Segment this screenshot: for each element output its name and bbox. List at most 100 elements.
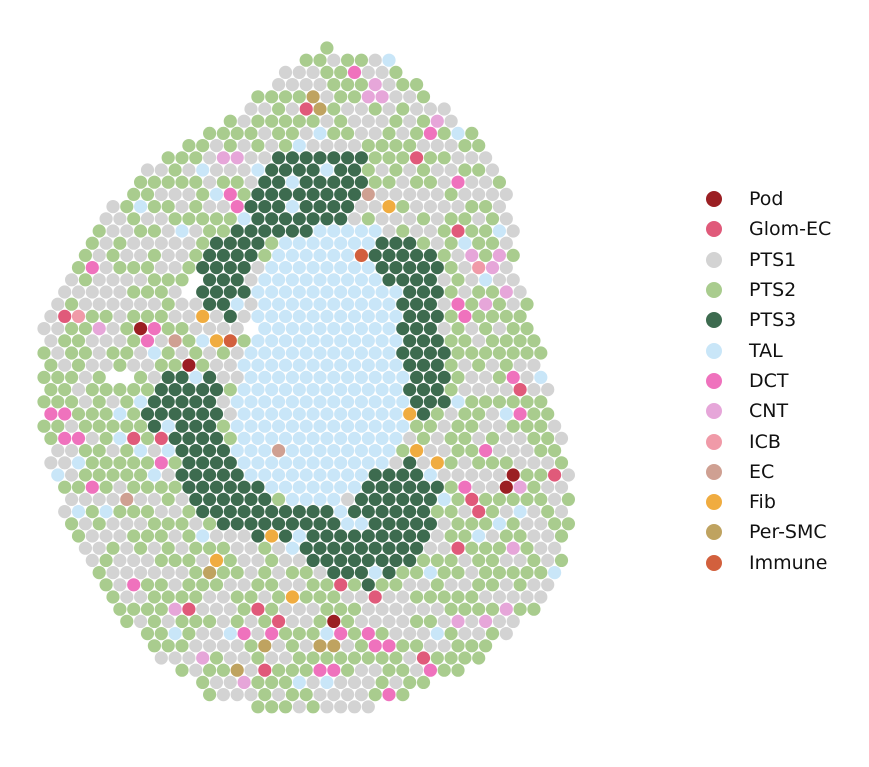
spot-pts3	[175, 395, 189, 409]
spot-pts1	[58, 456, 72, 470]
spot-pts3	[272, 151, 286, 165]
legend-item: PTS2	[706, 275, 831, 305]
spot-pts2	[113, 358, 127, 372]
spot-pts1	[113, 480, 127, 494]
spot-pts3	[410, 395, 424, 409]
spot-tal	[285, 273, 299, 287]
spot-pts1	[244, 614, 258, 629]
spot-cnt	[479, 614, 493, 629]
spot-tal	[258, 419, 272, 433]
spot-tal	[341, 297, 355, 311]
spot-tal	[341, 370, 355, 384]
spot-pts1	[209, 675, 224, 690]
spot-pts2	[113, 383, 127, 397]
spot-pts3	[285, 224, 299, 238]
spot-pts3	[161, 395, 175, 409]
legend-item: DCT	[706, 366, 831, 396]
spot-pts3	[292, 187, 306, 201]
spot-tal	[209, 187, 224, 201]
spot-pts2	[106, 419, 120, 433]
spot-pts3	[423, 370, 437, 384]
spot-pts2	[492, 492, 506, 506]
spot-pts1	[382, 224, 396, 238]
spot-pts3	[265, 212, 279, 226]
spot-pts3	[216, 273, 230, 287]
spot-pts3	[354, 541, 368, 555]
spot-pts1	[492, 468, 506, 482]
spot-pts2	[313, 590, 327, 604]
spot-pts2	[140, 505, 155, 519]
spot-tal	[354, 297, 368, 311]
spot-tal	[548, 566, 562, 580]
spot-pts2	[161, 517, 175, 531]
spot-pts1	[147, 566, 161, 580]
spot-pts2	[292, 90, 306, 104]
spot-pts1	[196, 553, 210, 568]
spot-tal	[230, 419, 244, 433]
spot-pts2	[168, 553, 182, 568]
spot-tal	[285, 297, 299, 311]
spot-pts3	[437, 395, 451, 409]
spot-tal	[285, 419, 299, 433]
spot-pts1	[458, 578, 472, 592]
spot-tal	[285, 200, 299, 214]
spot-tal	[313, 322, 327, 336]
spot-pts1	[175, 297, 189, 311]
spot-pts2	[513, 309, 527, 323]
spot-tal	[347, 456, 362, 470]
spot-pts3	[403, 529, 417, 543]
spot-pts1	[465, 468, 479, 482]
spot-pts1	[216, 200, 230, 214]
spot-pts2	[71, 529, 86, 543]
spot-pts3	[423, 322, 437, 336]
spot-pts1	[499, 212, 513, 226]
spot-pts2	[506, 346, 520, 360]
spot-pts3	[382, 468, 396, 482]
spot-tal	[492, 517, 506, 531]
spot-pts2	[216, 566, 230, 580]
spot-pts3	[410, 468, 424, 482]
spot-pts1	[465, 614, 479, 629]
spot-pts3	[230, 517, 244, 531]
spot-pts1	[465, 322, 479, 336]
spot-pts3	[368, 492, 382, 506]
spot-pts3	[423, 248, 437, 262]
spot-cnt	[168, 602, 182, 616]
spot-pts1	[437, 297, 451, 311]
spot-tal	[375, 309, 389, 323]
spot-tal	[361, 309, 375, 323]
spot-pts1	[403, 187, 417, 201]
spot-pts1	[58, 505, 72, 519]
spot-pts2	[113, 602, 127, 616]
spot-pts2	[554, 456, 569, 470]
spot-fib	[410, 444, 424, 458]
spot-fib	[209, 334, 224, 348]
spot-pts1	[106, 492, 120, 506]
spot-pts1	[175, 200, 189, 214]
spot-pts3	[396, 541, 410, 555]
spot-pts1	[506, 224, 520, 238]
spot-pts1	[499, 236, 513, 250]
spot-pts2	[334, 114, 348, 128]
spot-pts1	[506, 444, 520, 458]
spot-pts2	[120, 444, 134, 458]
spot-pts2	[216, 126, 230, 140]
spot-pts3	[341, 541, 355, 555]
spot-pts1	[472, 383, 486, 397]
spot-pts1	[216, 614, 230, 629]
spot-pts1	[244, 273, 258, 287]
spot-pts1	[278, 553, 293, 568]
spot-pts2	[389, 578, 403, 592]
spot-pts3	[299, 517, 313, 531]
spot-cnt	[375, 90, 389, 104]
spot-glom-ec	[416, 651, 431, 665]
spot-pts2	[85, 456, 99, 470]
spot-pts1	[375, 65, 389, 79]
spot-pts2	[485, 505, 500, 519]
spot-pts2	[416, 114, 431, 128]
spot-pts3	[341, 151, 355, 165]
spot-pts3	[416, 383, 431, 397]
spot-pts2	[430, 407, 444, 421]
spot-pts1	[161, 224, 175, 238]
spot-pts2	[175, 614, 189, 629]
